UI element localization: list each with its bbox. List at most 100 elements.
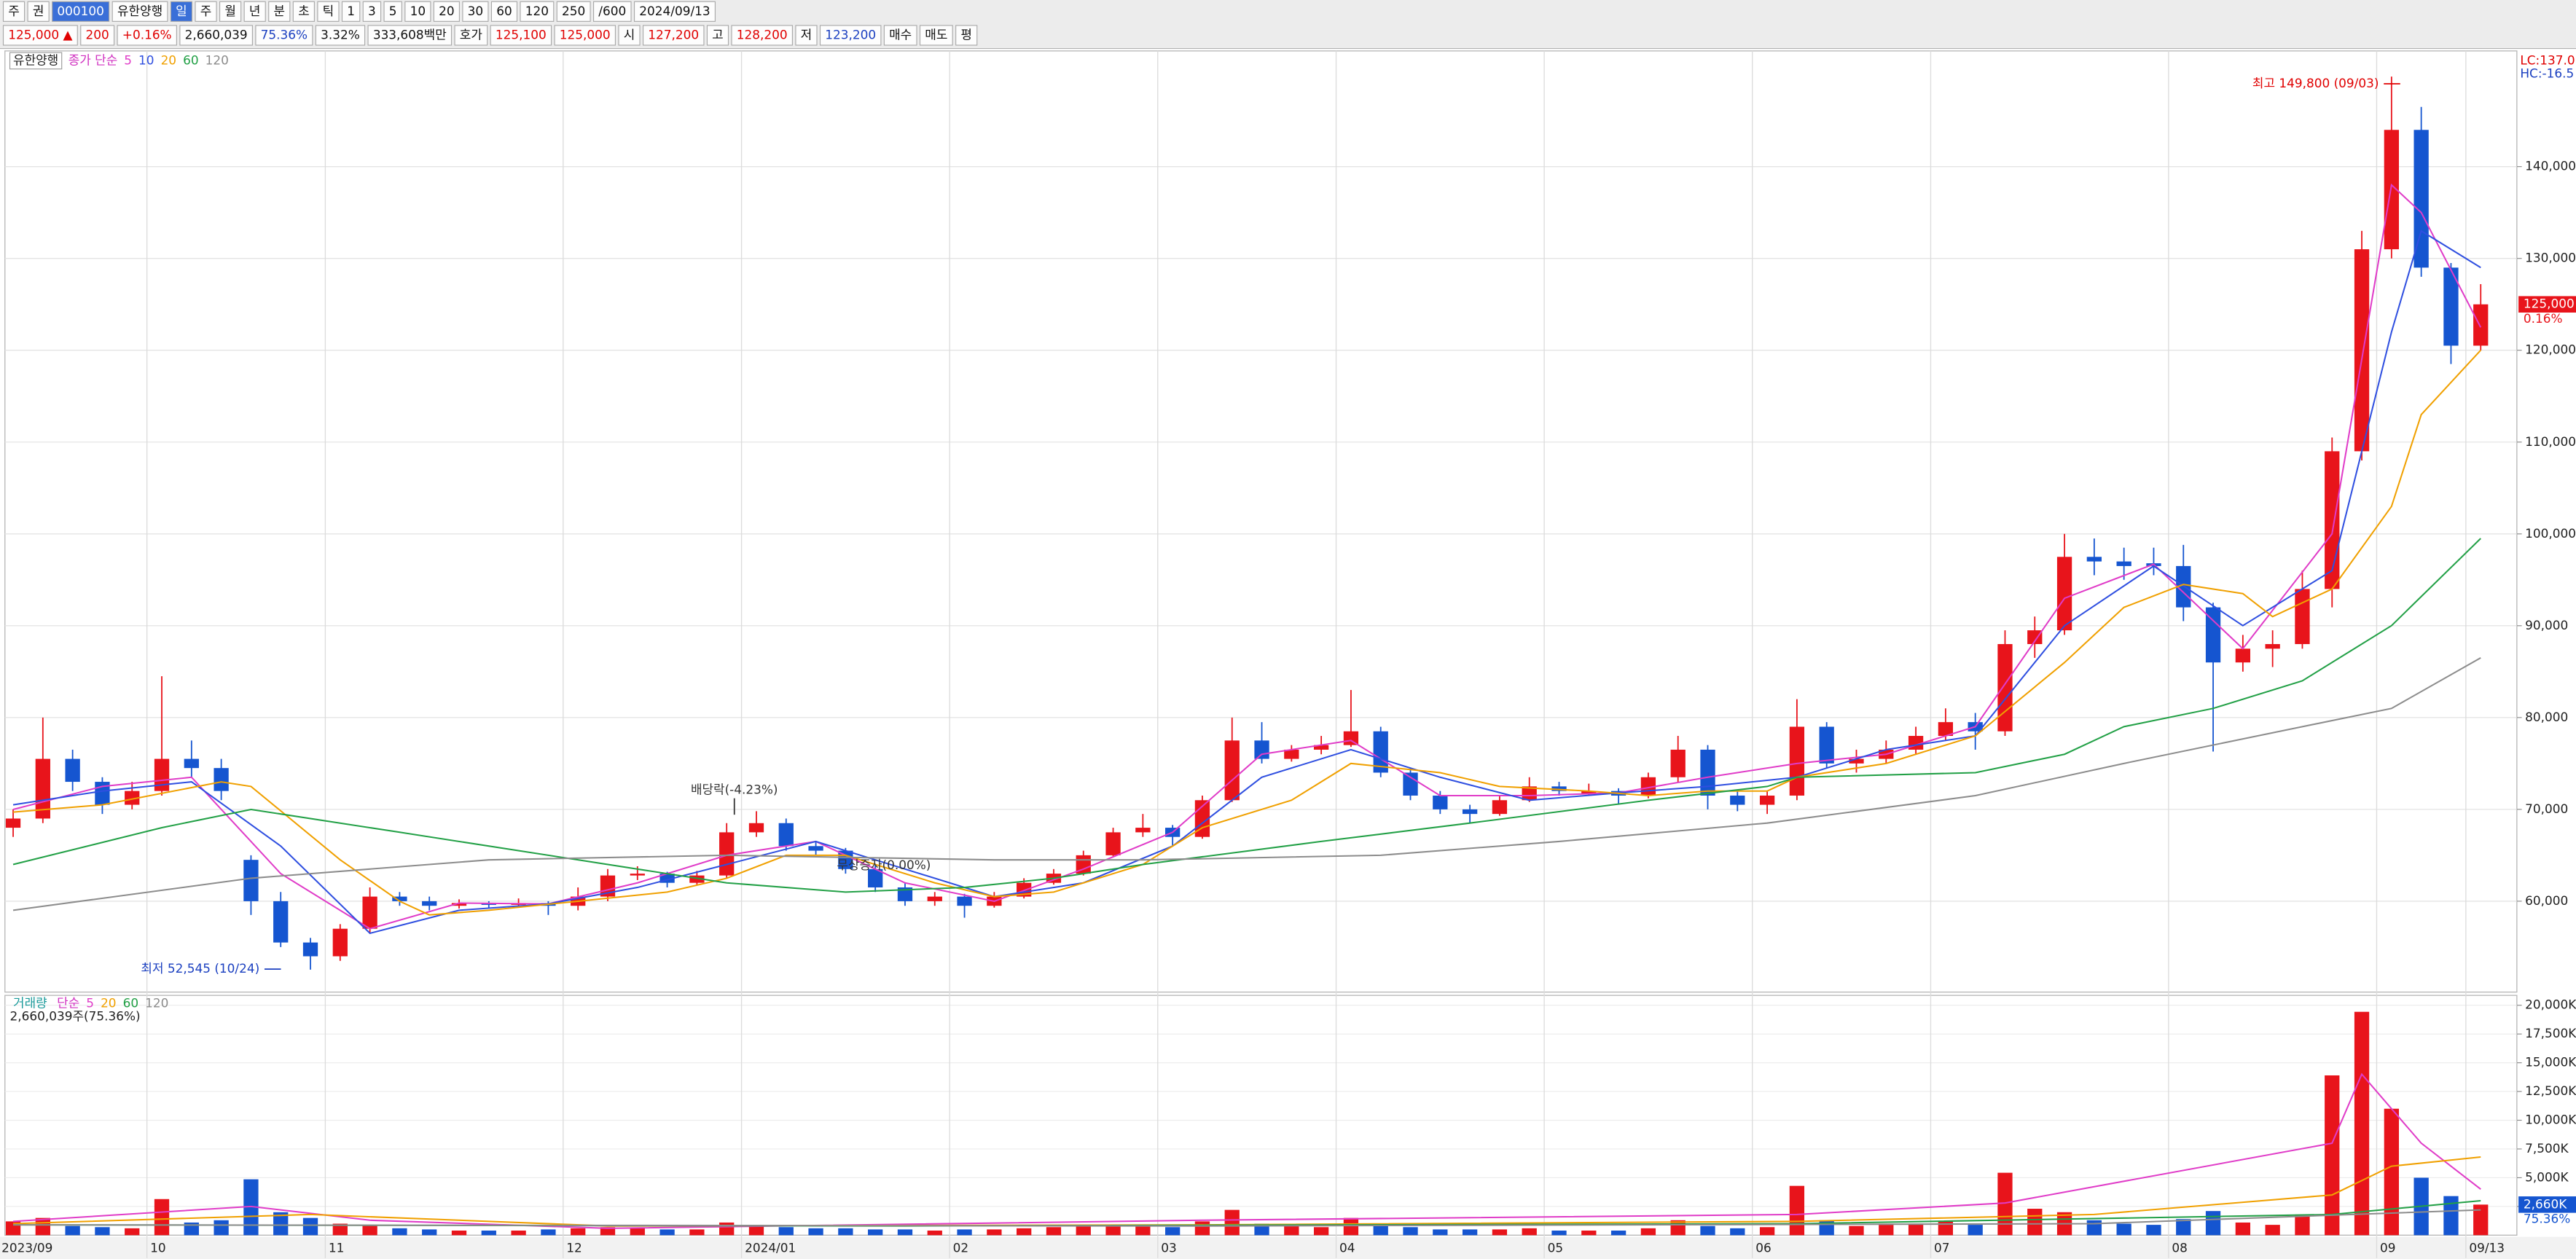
y-tick-label: 20,000K bbox=[2525, 997, 2576, 1012]
volume-bar bbox=[2443, 1196, 2459, 1236]
volume-bar bbox=[1700, 1225, 1715, 1236]
x-tick-label: 09 bbox=[2380, 1240, 2396, 1255]
volume-bar bbox=[957, 1229, 972, 1236]
x-tick-label: 05 bbox=[1548, 1240, 1564, 1255]
x-tick-label: 08 bbox=[2172, 1240, 2188, 1255]
volume-bar bbox=[422, 1229, 437, 1236]
candle-body bbox=[1997, 644, 2013, 732]
y-tick-label: 5,000K bbox=[2525, 1169, 2569, 1184]
toolbar-button[interactable] bbox=[433, 1, 460, 22]
legend-entry: 20 bbox=[161, 52, 177, 67]
candle-body bbox=[1938, 722, 1954, 737]
volume-bar bbox=[1373, 1223, 1388, 1236]
annotation: 배당락(-4.23%) bbox=[691, 782, 778, 796]
volume-bar bbox=[778, 1227, 794, 1236]
toolbar-button[interactable] bbox=[462, 1, 489, 22]
toolbar-button[interactable] bbox=[2, 1, 26, 22]
toolbar-text: 2,660,039 bbox=[185, 27, 248, 42]
y-tick-label: 17,500K bbox=[2525, 1026, 2576, 1040]
date-axis-background bbox=[0, 1236, 2576, 1259]
volume-bar bbox=[332, 1223, 348, 1236]
volume-bar bbox=[2384, 1108, 2399, 1236]
candle-body bbox=[5, 818, 21, 828]
volume-bar bbox=[1759, 1227, 1775, 1236]
candle-body bbox=[2027, 630, 2043, 645]
candle-body bbox=[422, 901, 437, 906]
toolbar-text: 60 bbox=[496, 4, 512, 18]
x-tick-label: 11 bbox=[329, 1240, 345, 1255]
toolbar-text: 고 bbox=[712, 27, 724, 42]
volume-bar bbox=[273, 1212, 289, 1236]
toolbar-button[interactable] bbox=[292, 1, 315, 22]
moving-average-line bbox=[12, 183, 2482, 930]
toolbar-text: 주 bbox=[200, 4, 212, 18]
legend-ma-label: 단순 bbox=[57, 995, 79, 1010]
volume-bar bbox=[2295, 1214, 2310, 1236]
toolbar-button[interactable] bbox=[341, 1, 361, 22]
toolbar-button bbox=[2, 25, 78, 46]
toolbar-button[interactable] bbox=[27, 1, 50, 22]
toolbar-text: 호가 bbox=[460, 27, 483, 42]
axis-note: LC:137.0 bbox=[2520, 52, 2575, 67]
candle-body bbox=[184, 758, 199, 769]
toolbar-text: 10 bbox=[410, 4, 426, 18]
toolbar-button bbox=[706, 25, 729, 46]
candle-body bbox=[1789, 726, 1805, 796]
candle-body bbox=[1849, 758, 1864, 764]
toolbar-button bbox=[883, 25, 917, 46]
toolbar-button bbox=[795, 25, 818, 46]
toolbar-text: 초 bbox=[298, 4, 310, 18]
volume-bar bbox=[2473, 1204, 2489, 1236]
volume-bar bbox=[808, 1228, 823, 1236]
toolbar-button[interactable] bbox=[195, 1, 217, 22]
volume-bar bbox=[1968, 1225, 1983, 1236]
toolbar-button[interactable] bbox=[243, 1, 266, 22]
candle-body bbox=[808, 846, 823, 851]
toolbar-button[interactable] bbox=[404, 1, 431, 22]
toolbar-button[interactable] bbox=[556, 1, 591, 22]
current-value-box bbox=[2518, 1196, 2576, 1213]
toolbar-text: 1 bbox=[347, 4, 355, 18]
moving-average-line bbox=[12, 657, 2481, 911]
toolbar-button[interactable] bbox=[490, 1, 518, 22]
toolbar-button[interactable] bbox=[520, 1, 555, 22]
toolbar-button[interactable] bbox=[170, 1, 193, 22]
candle-body bbox=[2086, 557, 2102, 562]
legend-entry: 10 bbox=[138, 52, 154, 67]
volume-bar bbox=[927, 1230, 942, 1236]
volume-bar bbox=[719, 1222, 735, 1236]
toolbar-button[interactable] bbox=[111, 1, 168, 22]
y-tick-label: 60,000 bbox=[2525, 893, 2568, 908]
candle-body bbox=[957, 896, 972, 906]
toolbar-button[interactable] bbox=[317, 1, 340, 22]
candle-body bbox=[1105, 832, 1121, 855]
toolbar-text: 유한양행 bbox=[117, 4, 163, 18]
toolbar-text: 30 bbox=[468, 4, 484, 18]
volume-bar bbox=[1730, 1228, 1745, 1236]
volume-bar bbox=[125, 1228, 140, 1236]
price-pane bbox=[4, 50, 2518, 993]
toolbar-text: 128,200 bbox=[737, 27, 788, 42]
toolbar-button[interactable] bbox=[592, 1, 632, 22]
toolbar-button[interactable] bbox=[633, 1, 716, 22]
toolbar-button[interactable] bbox=[383, 1, 402, 22]
toolbar-button[interactable] bbox=[268, 1, 291, 22]
volume-bar bbox=[1194, 1221, 1210, 1236]
toolbar-button[interactable] bbox=[52, 1, 110, 22]
volume-bar bbox=[2205, 1211, 2221, 1236]
candle-body bbox=[2295, 589, 2310, 645]
y-tick-label: 12,500K bbox=[2525, 1083, 2576, 1098]
toolbar-button[interactable] bbox=[362, 1, 382, 22]
toolbar-button[interactable] bbox=[219, 1, 242, 22]
candle-body bbox=[214, 768, 229, 791]
toolbar-text: /600 bbox=[598, 4, 626, 18]
legend-entry: 5 bbox=[124, 52, 132, 67]
toolbar-text: 분 bbox=[273, 4, 285, 18]
volume-bar bbox=[659, 1229, 675, 1236]
volume-bar bbox=[1135, 1225, 1151, 1236]
candle-body bbox=[2265, 644, 2280, 649]
volume-average-line bbox=[13, 1209, 2481, 1227]
